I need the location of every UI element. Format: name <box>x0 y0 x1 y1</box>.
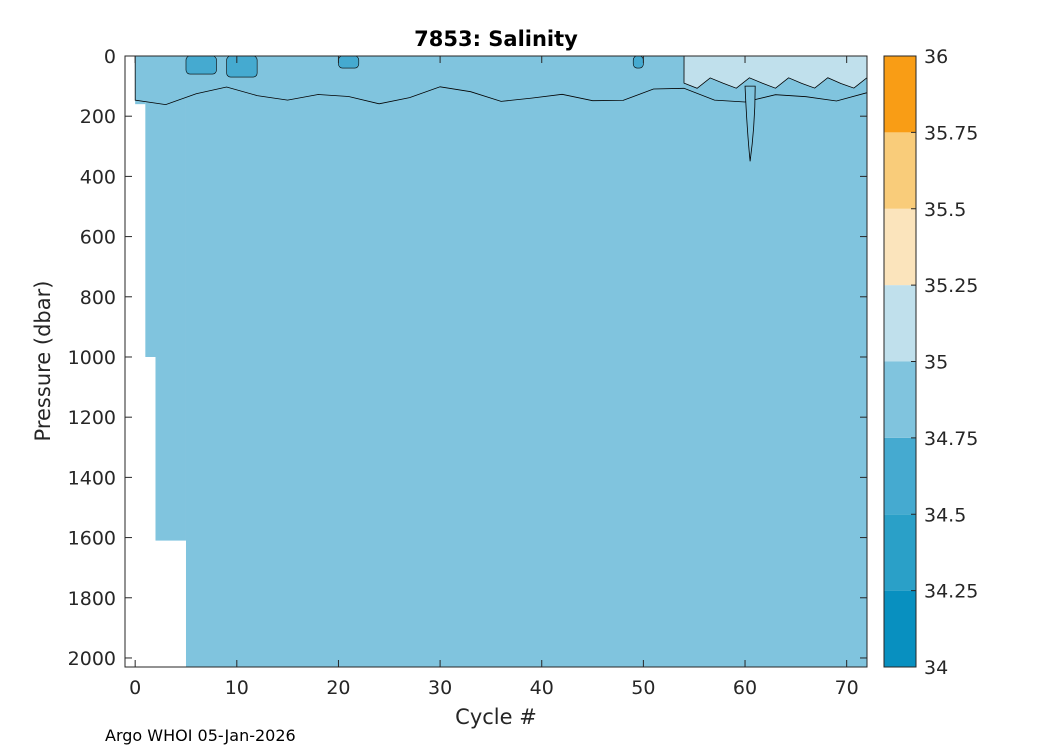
y-axis: 0 200 400 600 800 1000 1200 1400 1600 1800 2000 <box>68 46 867 670</box>
y-tick-label: 800 <box>80 287 116 309</box>
chart-title: 7853: Salinity <box>414 27 578 51</box>
plot-area <box>124 55 868 668</box>
colorbar-tick-label: 34.5 <box>924 504 966 526</box>
colorbar-swatch <box>884 514 916 591</box>
colorbar-swatch <box>884 285 916 362</box>
colorbar-tick-label: 35.5 <box>924 199 966 221</box>
contour-region <box>338 55 360 69</box>
colorbar-swatch <box>884 437 916 515</box>
x-axis: 0 10 20 30 40 50 60 70 <box>129 56 859 699</box>
colorbar-tick-label: 35.75 <box>924 122 978 144</box>
y-tick-label: 400 <box>80 166 116 188</box>
colorbar-tick-label: 34 <box>924 657 948 679</box>
contour-region <box>632 55 644 69</box>
data-coverage-region <box>155 56 186 541</box>
colorbar: 34 34.25 34.5 34.75 35 35.25 35.5 35.75 36 <box>883 46 978 679</box>
y-tick-label: 1200 <box>68 407 116 429</box>
contour-region <box>744 85 756 162</box>
x-tick-label: 50 <box>631 677 655 699</box>
contour-region <box>226 55 258 78</box>
y-tick-label: 1800 <box>68 588 116 610</box>
contour-region <box>185 55 217 75</box>
y-tick-label: 1600 <box>68 528 116 550</box>
x-tick-label: 60 <box>733 677 757 699</box>
colorbar-swatch <box>884 208 916 286</box>
colorbar-tick-label: 34.75 <box>924 428 978 450</box>
x-tick-label: 0 <box>129 677 141 699</box>
y-tick-label: 1400 <box>68 467 116 489</box>
y-tick-label: 2000 <box>68 648 116 670</box>
y-axis-label: Pressure (dbar) <box>31 281 55 442</box>
x-tick-label: 20 <box>326 677 350 699</box>
plot-frame <box>124 55 868 668</box>
y-tick-label: 600 <box>80 227 116 249</box>
data-coverage-region <box>145 56 156 357</box>
colorbar-swatch <box>884 132 916 209</box>
colorbar-tick-label: 35.25 <box>924 275 978 297</box>
y-tick-label: 0 <box>104 46 116 68</box>
y-tick-label: 1000 <box>68 347 116 369</box>
x-tick-label: 30 <box>428 677 452 699</box>
colorbar-tick-label: 34.25 <box>924 581 978 603</box>
x-tick-label: 10 <box>225 677 249 699</box>
footer-credit: Argo WHOI 05-Jan-2026 <box>105 726 296 745</box>
x-tick-label: 70 <box>835 677 859 699</box>
data-coverage-region <box>185 56 867 667</box>
colorbar-tick-label: 35 <box>924 352 948 374</box>
x-tick-label: 40 <box>530 677 554 699</box>
y-tick-label: 200 <box>80 106 116 128</box>
colorbar-swatch <box>884 590 916 667</box>
x-axis-label: Cycle # <box>455 705 537 729</box>
colorbar-swatch <box>884 56 916 133</box>
colorbar-swatch <box>884 361 916 438</box>
colorbar-tick-label: 36 <box>924 46 948 68</box>
